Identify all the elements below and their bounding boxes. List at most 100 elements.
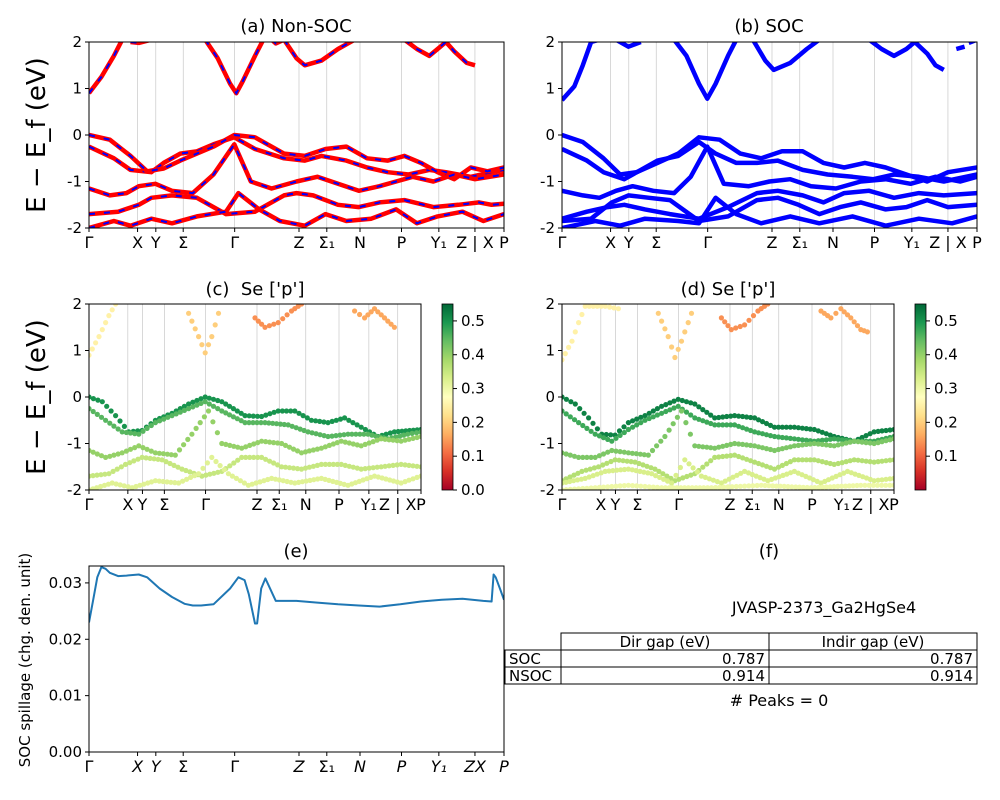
proj-point-d-9-15	[621, 483, 627, 489]
band-down-0	[89, 190, 504, 217]
proj-point-d-7-23	[652, 466, 658, 472]
proj-point-d-4-25	[667, 400, 673, 406]
proj-point-d-6-7	[588, 454, 594, 460]
proj-point-d-7-15	[620, 458, 626, 464]
proj-point-d-7-48	[752, 459, 758, 465]
proj-point-d-5-17	[630, 424, 636, 430]
proj-point-d-9-80	[879, 482, 885, 488]
x-tick-label-c-0: Γ	[85, 495, 94, 514]
proj-point-d-4-40	[728, 413, 734, 419]
proj-point-c-7-12	[135, 456, 141, 462]
y-tick-label-c-4: 2	[72, 295, 82, 313]
proj-point-d-1-8	[682, 329, 688, 335]
proj-point-c-7-73	[378, 464, 384, 470]
proj-point-d-8-30	[677, 464, 683, 471]
proj-point-c-5-57	[317, 432, 323, 438]
proj-point-c-6-47	[279, 440, 285, 447]
proj-point-d-9-54	[777, 483, 783, 489]
proj-point-d-8-21	[641, 469, 647, 475]
proj-point-d-2-3	[728, 327, 734, 333]
x-tick-label-b-4: Γ	[703, 233, 712, 252]
plot-area-c	[89, 304, 421, 490]
proj-point-d-7-19	[636, 460, 642, 467]
x-tick-label-b-2: Y	[623, 233, 634, 252]
y-ticks-e: 0.00 0.01 0.02 0.03	[49, 574, 89, 761]
proj-point-d-9-24	[659, 485, 665, 490]
proj-point-c-4-48	[288, 408, 294, 414]
proj-point-d-5-41	[728, 422, 734, 428]
proj-point-d-9-82	[887, 482, 893, 488]
proj-point-c-6-58	[322, 444, 328, 450]
proj-point-c-7-65	[346, 463, 352, 469]
proj-point-d-6-36	[708, 445, 714, 451]
proj-point-c-3-10	[388, 321, 394, 327]
proj-point-d-8-27	[665, 478, 671, 484]
proj-point-d-6-10	[600, 451, 607, 457]
proj-point-c-5-52	[297, 426, 303, 432]
x-tick-label-c-4: Γ	[201, 495, 210, 514]
proj-point-d-9-19	[638, 483, 644, 489]
proj-point-c-7-76	[390, 462, 396, 468]
proj-point-d-7-6	[583, 467, 589, 473]
proj-point-c-7-47	[275, 462, 281, 468]
proj-point-c-6-20	[168, 452, 174, 458]
x-tick-label-a-11: P	[499, 233, 509, 252]
proj-point-d-1-3	[665, 334, 671, 340]
x-tick-label-e-3: Σ	[178, 757, 188, 776]
band-up-4	[89, 191, 504, 228]
proj-point-d-9-2	[567, 486, 573, 490]
proj-point-d-9-23	[654, 484, 660, 490]
proj-point-c-6-5	[107, 453, 113, 459]
proj-point-d-6-40	[724, 442, 730, 448]
proj-point-d-8-6	[582, 475, 588, 481]
proj-point-c-6-81	[414, 434, 420, 441]
proj-point-c-7-46	[271, 460, 277, 466]
proj-point-d-3-10	[854, 323, 861, 329]
proj-point-d-4-32	[696, 404, 702, 410]
proj-point-c-5-7	[115, 426, 121, 432]
proj-point-d-4-26	[671, 398, 677, 404]
proj-point-d-7-7	[587, 466, 593, 472]
x-ticks-a: Γ X Y Σ Γ Z Σ₁ N P Y₁ Z | X P	[85, 228, 509, 252]
proj-point-c-6-63	[342, 439, 348, 445]
proj-point-c-5-55	[309, 430, 315, 436]
proj-point-c-6-12	[136, 443, 142, 449]
proj-point-d-0-13	[607, 304, 613, 310]
proj-point-c-6-48	[282, 442, 289, 448]
proj-point-c-7-79	[402, 462, 408, 468]
proj-point-d-8-8	[590, 473, 596, 479]
proj-point-d-7-39	[716, 454, 722, 460]
x-tick-label-b-3: Σ	[651, 233, 661, 252]
proj-point-c-4-51	[300, 413, 306, 419]
proj-point-d-7-64	[815, 458, 821, 464]
proj-point-c-5-42	[258, 420, 264, 426]
y-tick-label-a-2: 0	[72, 126, 82, 144]
proj-point-c-7-9	[122, 461, 129, 467]
proj-point-d-4-7	[590, 420, 596, 426]
panel-f-gap-table: (f) JVASP-2373_Ga2HgSe4 Dir gap (eV) Ind…	[504, 541, 978, 710]
proj-point-d-6-21	[645, 452, 651, 458]
proj-point-c-6-10	[127, 446, 134, 452]
proj-point-d-9-27	[670, 485, 676, 490]
soc-band-3	[562, 132, 977, 184]
proj-point-c-1-6	[205, 342, 212, 348]
proj-point-d-7-45	[740, 455, 746, 461]
proj-point-c-8-85	[418, 473, 421, 479]
proj-point-d-6-77	[871, 440, 877, 447]
proj-point-c-7-21	[171, 462, 177, 468]
proj-point-c-7-44	[263, 456, 269, 462]
proj-point-c-5-65	[349, 431, 355, 437]
proj-point-d-4-59	[803, 426, 809, 432]
proj-point-d-6-25	[662, 433, 668, 440]
soc-band-10	[868, 42, 945, 72]
proj-point-d-6-76	[867, 440, 873, 446]
colorbar-tick-label-d-2: 0.3	[934, 380, 958, 398]
proj-point-d-5-54	[779, 434, 785, 441]
y-tick-label-b-3: 1	[545, 80, 555, 98]
proj-point-d-4-65	[827, 432, 833, 438]
proj-point-c-6-73	[382, 436, 388, 442]
proj-point-d-9-25	[662, 485, 668, 490]
proj-point-d-5-37	[712, 422, 718, 428]
soc-band-8	[673, 42, 738, 101]
proj-point-d-7-38	[712, 454, 718, 460]
